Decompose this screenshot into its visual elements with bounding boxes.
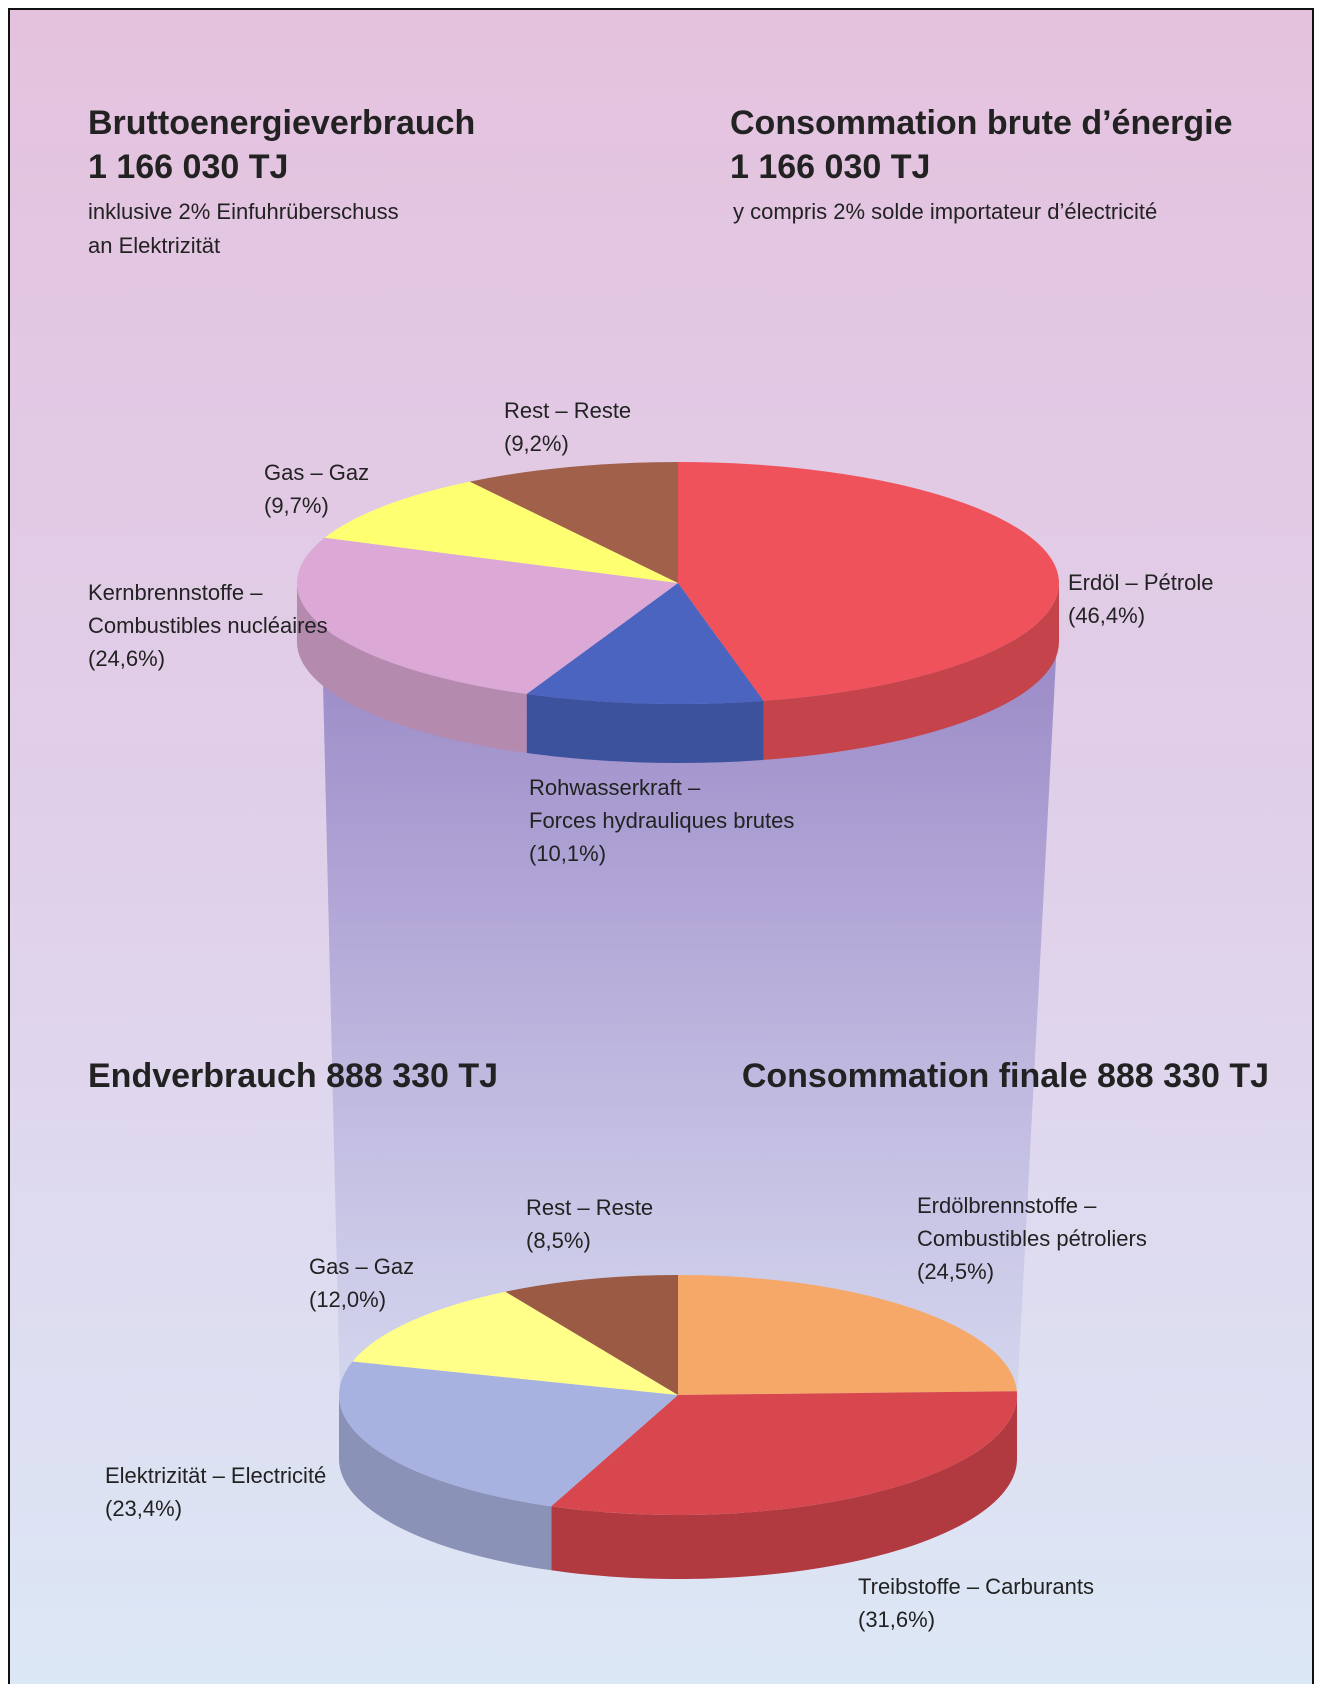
- slice-label: Erdölbrennstoffe – Combustibles pétrolie…: [917, 1193, 1147, 1251]
- slice-label: Rest – Reste: [526, 1195, 653, 1220]
- slice-side: [763, 583, 1059, 760]
- slice-side: [339, 1395, 552, 1571]
- slice-label: Kernbrennstoffe – Combustibles nucléaire…: [88, 580, 328, 638]
- slice: [678, 462, 1059, 701]
- slice: [551, 1391, 1017, 1516]
- value-label: (9,2%): [504, 431, 569, 456]
- pie: [338, 1275, 1017, 1580]
- slice-label: Gas – Gaz: [309, 1254, 414, 1279]
- slice-side: [551, 1395, 1017, 1580]
- value-label: (9,7%): [264, 493, 329, 518]
- slice: [297, 537, 678, 695]
- value-label: (24,5%): [917, 1259, 994, 1284]
- value-label: (23,4%): [105, 1496, 182, 1521]
- value-label: (12,0%): [309, 1287, 386, 1312]
- slice: [469, 462, 678, 583]
- slice: [324, 481, 678, 583]
- total: 1 166 030 TJ: [730, 148, 930, 186]
- value-label: (8,5%): [526, 1228, 591, 1253]
- total: 1 166 030 TJ: [88, 148, 288, 186]
- value-label: (24,6%): [88, 646, 165, 671]
- slice: [338, 1361, 678, 1507]
- slice-label: Elektrizität – Electricité: [105, 1463, 326, 1488]
- value-label: (10,1%): [529, 841, 606, 866]
- slice: [526, 583, 764, 704]
- slice: [505, 1275, 678, 1395]
- slice-label: Gas – Gaz: [264, 460, 369, 485]
- subtitle: y compris 2% solde importateur d’électri…: [733, 199, 1157, 224]
- pie: [297, 462, 1059, 763]
- slice-side: [526, 694, 764, 763]
- subtitle: inklusive 2% Einfuhrüberschuss an Elektr…: [88, 199, 405, 258]
- slice-label: Erdöl – Pétrole: [1068, 570, 1214, 595]
- slice-label: Rohwasserkraft – Forces hydrauliques bru…: [529, 775, 794, 833]
- slice: [678, 1275, 1017, 1395]
- slice-label: Treibstoffe – Carburants: [858, 1574, 1094, 1599]
- slice-label: Rest – Reste: [504, 398, 631, 423]
- value-label: (46,4%): [1068, 603, 1145, 628]
- title: Bruttoenergieverbrauch: [88, 104, 475, 142]
- slice-side: [297, 583, 527, 754]
- value-label: (31,6%): [858, 1607, 935, 1632]
- title: Consommation finale 888 330 TJ: [742, 1057, 1269, 1095]
- slice: [352, 1291, 678, 1395]
- connector: [322, 640, 1057, 1400]
- title: Endverbrauch 888 330 TJ: [88, 1057, 498, 1095]
- title: Consommation brute d’énergie: [730, 104, 1233, 142]
